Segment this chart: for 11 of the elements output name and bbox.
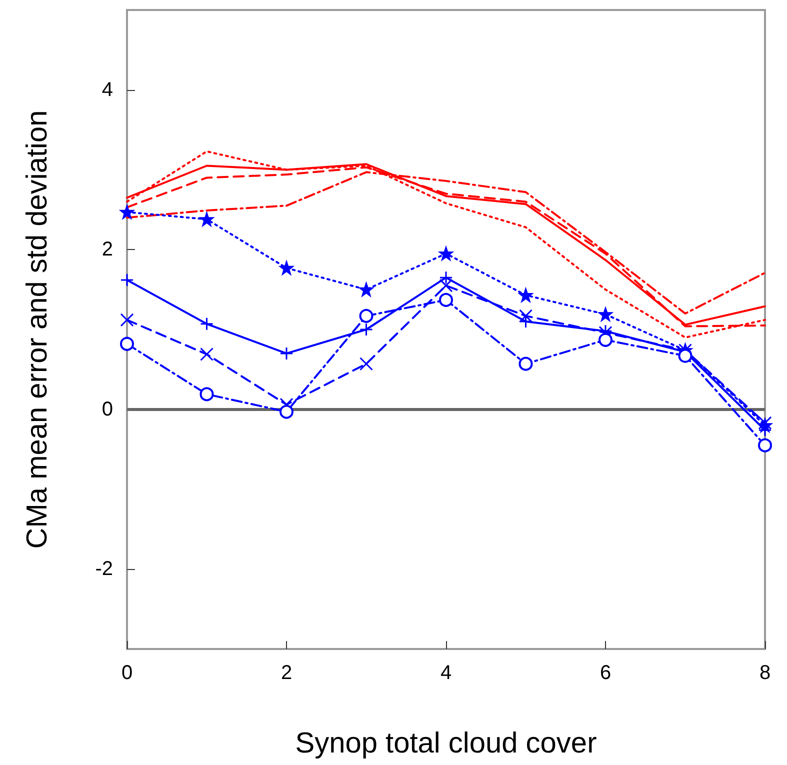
- x-tick-label: 6: [600, 662, 612, 684]
- x-axis-title: Synop total cloud cover: [295, 728, 598, 760]
- x-tick-label: 8: [759, 662, 771, 684]
- y-axis-title: CMa mean error and std deviation: [22, 110, 54, 549]
- y-tick-label: 2: [102, 238, 113, 261]
- x-tick-label: 2: [280, 662, 292, 684]
- x-tick-label: 0: [121, 662, 133, 684]
- y-tick-label: -2: [95, 558, 113, 580]
- y-tick-label: 4: [102, 78, 113, 101]
- x-tick-label: 4: [440, 662, 452, 684]
- y-tick-label: 0: [102, 398, 113, 420]
